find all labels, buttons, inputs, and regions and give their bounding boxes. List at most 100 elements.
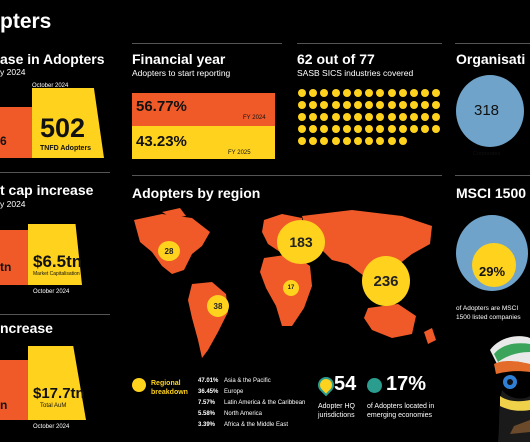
divider: [0, 172, 110, 173]
industry-dot: [342, 113, 351, 121]
industry-dot: [365, 125, 374, 133]
industry-dot: [309, 125, 318, 133]
asia-bubble: 236: [362, 256, 410, 306]
industry-dot: [387, 137, 396, 145]
sasb-subtitle: SASB SICS industries covered: [297, 68, 414, 78]
industry-dot: [410, 89, 418, 97]
industry-dot: [354, 125, 362, 133]
industry-dot: [376, 101, 385, 109]
industry-dot: [298, 101, 306, 109]
industry-dot: [432, 113, 441, 121]
industry-dot: [354, 101, 362, 109]
toucan-illustration: [490, 336, 530, 442]
industry-dot: [309, 101, 318, 109]
legend-row: 36.45% Europe: [198, 389, 243, 395]
aum-period: October 2024: [33, 424, 70, 430]
industry-dot: [398, 137, 407, 145]
industry-dot: [298, 113, 306, 121]
legend-subtitle: breakdown: [151, 389, 188, 396]
emerging-label-1: of Adopters located in: [367, 403, 435, 410]
industry-dot: [432, 89, 441, 97]
legend-dot: [132, 378, 146, 392]
industry-dot: [410, 101, 418, 109]
legend-region-name: Latin America & the Caribbean: [224, 400, 306, 406]
adopters-bar: [32, 88, 104, 158]
industry-dot: [398, 113, 407, 121]
hq-label-2: jurisdictions: [318, 412, 355, 419]
legend-region-name: Asia & the Pacific: [224, 378, 271, 384]
market-cap-prev-value: tn: [0, 260, 12, 274]
industry-dot: [365, 89, 374, 97]
legend-region-name: Europe: [224, 389, 244, 395]
legend-percent: 36.45%: [198, 389, 219, 395]
industry-dot: [320, 101, 329, 109]
industry-dot: [376, 113, 385, 121]
industry-dot: [331, 125, 340, 133]
legend-percent: 5.58%: [198, 411, 216, 417]
financial-year-subtitle: Adopters to start reporting: [132, 68, 231, 78]
page-title: pters: [0, 10, 52, 33]
divider: [297, 43, 442, 44]
fy2024-label: FY 2024: [243, 115, 266, 121]
industry-dot: [342, 137, 351, 145]
divider: [455, 43, 530, 44]
adopters-label: TNFD Adopters: [40, 145, 92, 152]
industry-dot: [309, 137, 318, 145]
industry-dot: [331, 137, 340, 145]
fy2024-bar: [132, 93, 275, 126]
legend-region-name: Africa & the Middle East: [224, 422, 289, 428]
legend-row: 3.39% Africa & the Middle East: [198, 422, 288, 428]
north-america-bubble: 28: [158, 241, 180, 261]
industry-dot: [398, 89, 407, 97]
industry-dot: [309, 113, 318, 121]
legend-percent: 7.57%: [198, 400, 216, 406]
legend-region-name: North America: [224, 411, 263, 417]
period-label: October 2024: [32, 83, 69, 89]
industry-dot: [421, 89, 430, 97]
adopters-prev-bar: 6: [0, 107, 38, 158]
industry-dot: [342, 89, 351, 97]
financial-year-title: Financial year: [132, 51, 226, 67]
industry-dot: [365, 137, 374, 145]
industry-dot: [365, 101, 374, 109]
industry-dot: [376, 137, 385, 145]
divider: [0, 314, 110, 315]
industry-dot: [320, 125, 329, 133]
hq-value: 54: [334, 373, 357, 395]
divider: [455, 175, 530, 176]
corporates-circle: [456, 75, 524, 147]
aum-prev-bar: n: [0, 360, 28, 420]
latin-america-bubble: 38: [207, 295, 229, 317]
industry-dot: [421, 113, 430, 121]
africa-bubble: 17: [283, 280, 299, 296]
increase-adopters-subtitle: y 2024: [0, 67, 26, 77]
industry-dot: [398, 101, 407, 109]
emerging-label-2: emerging economies: [367, 412, 432, 419]
industry-dot: [387, 125, 396, 133]
market-cap-period: October 2024: [33, 289, 70, 295]
market-cap-title: t cap increase: [0, 182, 94, 198]
industry-dot: [331, 89, 340, 97]
aum-prev-value: n: [0, 398, 8, 412]
msci-title: MSCI 1500: [456, 185, 527, 201]
increase-adopters-title: ase in Adopters: [0, 51, 105, 67]
emerging-value: 17%: [386, 373, 427, 395]
aum-label: Total AuM: [40, 403, 67, 409]
industry-dot: [432, 125, 441, 133]
corporates-value: 318: [474, 102, 500, 119]
industry-dot: [309, 89, 318, 97]
industry-dot: [376, 125, 385, 133]
industry-dot: [320, 137, 329, 145]
industry-dot: [387, 89, 396, 97]
industry-dot: [298, 125, 306, 133]
market-cap-prev-bar: tn: [0, 230, 28, 285]
market-cap-subtitle: y 2024: [0, 199, 26, 209]
industry-dot: [354, 113, 362, 121]
region-title: Adopters by region: [132, 185, 261, 201]
fy2025-value: 43.23%: [136, 133, 187, 150]
corporates-label: Corporates: [473, 151, 501, 157]
industry-dot: [298, 89, 306, 97]
industry-dot: [342, 125, 351, 133]
industry-dot: [331, 101, 340, 109]
legend-percent: 47.01%: [198, 378, 219, 384]
